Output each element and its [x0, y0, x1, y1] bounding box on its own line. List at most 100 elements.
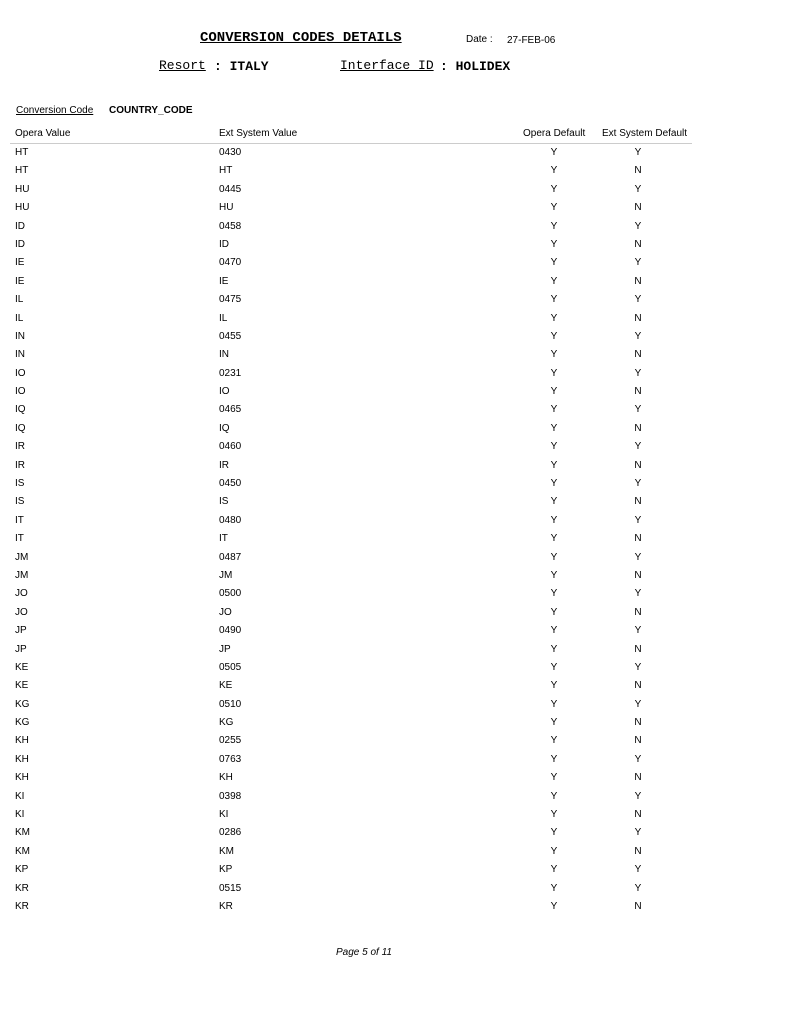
cell-ext-system-value: JO [219, 606, 232, 618]
cell-opera-default: Y [550, 367, 558, 379]
column-header-opera-value: Opera Value [15, 128, 71, 139]
column-header-opera-default: Opera Default [523, 128, 586, 139]
table-row: ID ID Y N [0, 239, 700, 257]
cell-opera-default: Y [550, 165, 558, 177]
table-row: KR KR Y N [0, 901, 700, 919]
cell-opera-default: Y [550, 753, 558, 765]
cell-ext-system-value: 0445 [219, 183, 242, 195]
cell-ext-system-default: Y [634, 551, 642, 563]
cell-opera-value: IO [15, 386, 26, 398]
cell-ext-system-default: N [634, 809, 642, 821]
cell-ext-system-default: N [634, 422, 642, 434]
table-row: KG 0510 Y Y [0, 699, 700, 717]
cell-ext-system-value: KH [219, 772, 233, 784]
cell-ext-system-default: Y [634, 790, 642, 802]
cell-opera-value: ID [15, 238, 25, 250]
interface-label: Interface ID [340, 58, 434, 73]
cell-opera-value: IN [15, 330, 25, 342]
cell-opera-value: KG [15, 698, 30, 710]
page-number: Page 5 of 11 [336, 947, 392, 958]
cell-ext-system-default: N [634, 845, 642, 857]
cell-ext-system-default: N [634, 275, 642, 287]
cell-opera-value: JP [15, 643, 27, 655]
table-row: IR IR Y N [0, 460, 700, 478]
cell-ext-system-value: HU [219, 202, 234, 214]
cell-ext-system-value: HT [219, 165, 233, 177]
cell-ext-system-value: 0515 [219, 882, 242, 894]
cell-ext-system-value: 0455 [219, 330, 242, 342]
cell-opera-default: Y [550, 845, 558, 857]
interface-value: : HOLIDEX [440, 59, 511, 74]
cell-opera-value: IT [15, 514, 24, 526]
cell-opera-default: Y [550, 349, 558, 361]
cell-opera-default: Y [550, 330, 558, 342]
cell-ext-system-default: N [634, 312, 642, 324]
cell-ext-system-default: N [634, 386, 642, 398]
cell-ext-system-value: 0510 [219, 698, 242, 710]
cell-opera-default: Y [550, 809, 558, 821]
cell-ext-system-value: KM [219, 845, 234, 857]
cell-ext-system-default: Y [634, 698, 642, 710]
resort-value: : ITALY [214, 59, 269, 74]
cell-opera-value: IQ [15, 422, 26, 434]
cell-ext-system-default: N [634, 496, 642, 508]
cell-opera-default: Y [550, 900, 558, 912]
cell-ext-system-default: Y [634, 827, 642, 839]
cell-ext-system-default: N [634, 735, 642, 747]
cell-opera-default: Y [550, 698, 558, 710]
cell-ext-system-default: N [634, 717, 642, 729]
cell-ext-system-default: Y [634, 588, 642, 600]
cell-ext-system-value: 0490 [219, 625, 242, 637]
cell-opera-default: Y [550, 735, 558, 747]
cell-opera-default: Y [550, 441, 558, 453]
cell-opera-value: KH [15, 735, 29, 747]
cell-opera-value: IL [15, 294, 24, 306]
cell-opera-default: Y [550, 238, 558, 250]
cell-ext-system-default: Y [634, 183, 642, 195]
cell-opera-default: Y [550, 514, 558, 526]
cell-opera-default: Y [550, 533, 558, 545]
cell-ext-system-value: KI [219, 809, 229, 821]
column-header-ext-system-value: Ext System Value [219, 128, 298, 139]
date-label: Date : [466, 34, 493, 45]
table-row: HU HU Y N [0, 202, 700, 220]
table-row: KM 0286 Y Y [0, 827, 700, 845]
table-row: IO 0231 Y Y [0, 368, 700, 386]
cell-opera-value: IQ [15, 404, 26, 416]
cell-ext-system-default: Y [634, 367, 642, 379]
cell-opera-value: HT [15, 147, 29, 158]
cell-ext-system-value: IE [219, 275, 229, 287]
cell-ext-system-default: N [634, 238, 642, 250]
cell-opera-value: IR [15, 459, 25, 471]
cell-opera-value: IS [15, 478, 25, 490]
table-row: KH KH Y N [0, 772, 700, 790]
conversion-code-label: Conversion Code [16, 105, 94, 116]
table-row: KP KP Y Y [0, 864, 700, 882]
cell-opera-value: IS [15, 496, 25, 508]
cell-ext-system-value: KR [219, 900, 233, 912]
cell-ext-system-default: N [634, 643, 642, 655]
cell-ext-system-value: 0231 [219, 367, 242, 379]
table-row: IE 0470 Y Y [0, 257, 700, 275]
cell-ext-system-value: 0465 [219, 404, 242, 416]
cell-opera-value: KR [15, 900, 29, 912]
cell-ext-system-value: 0480 [219, 514, 242, 526]
cell-opera-value: IO [15, 367, 26, 379]
column-header-ext-system-default: Ext System Default [602, 128, 688, 139]
cell-ext-system-value: IT [219, 533, 228, 545]
cell-opera-value: KI [15, 790, 25, 802]
cell-ext-system-value: 0763 [219, 753, 242, 765]
cell-ext-system-value: ID [219, 238, 229, 250]
cell-ext-system-default: Y [634, 661, 642, 673]
cell-ext-system-value: IL [219, 312, 228, 324]
cell-ext-system-value: JM [219, 569, 233, 581]
cell-ext-system-default: N [634, 533, 642, 545]
cell-opera-default: Y [550, 790, 558, 802]
table-row: IL 0475 Y Y [0, 294, 700, 312]
cell-opera-default: Y [550, 183, 558, 195]
cell-opera-default: Y [550, 625, 558, 637]
cell-opera-default: Y [550, 404, 558, 416]
cell-ext-system-value: JP [219, 643, 231, 655]
cell-opera-value: KM [15, 827, 30, 839]
cell-ext-system-default: Y [634, 625, 642, 637]
